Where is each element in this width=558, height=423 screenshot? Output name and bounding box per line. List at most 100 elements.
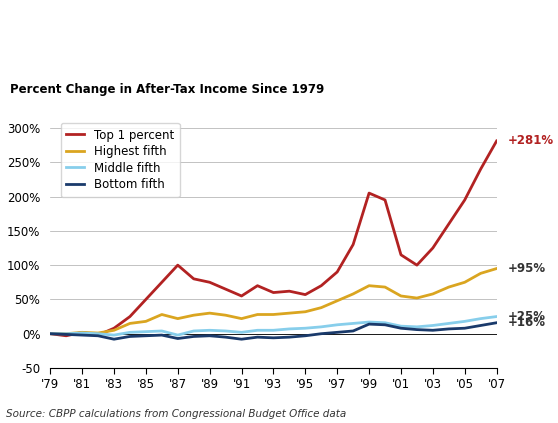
Top 1 percent	[350, 242, 357, 247]
Bottom fifth	[493, 320, 500, 325]
Highest fifth	[398, 294, 405, 299]
Highest fifth	[493, 266, 500, 271]
Bottom fifth	[206, 333, 213, 338]
Highest fifth	[175, 316, 181, 321]
Top 1 percent	[270, 290, 277, 295]
Bottom fifth	[110, 337, 117, 342]
Bottom fifth	[175, 336, 181, 341]
Highest fifth	[334, 298, 340, 303]
Middle fifth	[206, 328, 213, 333]
Bottom fifth	[445, 327, 452, 332]
Middle fifth	[382, 320, 388, 325]
Bottom fifth	[190, 334, 197, 339]
Top 1 percent	[413, 263, 420, 268]
Text: +281%: +281%	[508, 135, 554, 148]
Top 1 percent	[302, 292, 309, 297]
Bottom fifth	[477, 323, 484, 328]
Highest fifth	[365, 283, 372, 288]
Legend: Top 1 percent, Highest fifth, Middle fifth, Bottom fifth: Top 1 percent, Highest fifth, Middle fif…	[61, 123, 180, 197]
Middle fifth	[350, 321, 357, 326]
Middle fifth	[302, 326, 309, 331]
Text: +16%: +16%	[508, 316, 546, 329]
Top 1 percent	[47, 331, 54, 336]
Highest fifth	[222, 313, 229, 318]
Bottom fifth	[318, 331, 325, 336]
Middle fifth	[238, 330, 245, 335]
Bottom fifth	[365, 321, 372, 327]
Top 1 percent	[175, 263, 181, 268]
Top 1 percent	[222, 287, 229, 292]
Highest fifth	[158, 312, 165, 317]
Highest fifth	[95, 330, 102, 335]
Top 1 percent	[95, 332, 102, 338]
Highest fifth	[63, 331, 70, 336]
Middle fifth	[318, 324, 325, 330]
Middle fifth	[142, 329, 149, 334]
Bottom fifth	[270, 335, 277, 341]
Highest fifth	[445, 285, 452, 290]
Highest fifth	[318, 305, 325, 310]
Highest fifth	[270, 312, 277, 317]
Middle fifth	[63, 331, 70, 336]
Text: Income Gains at the Top Dwarf Those of
Low- and Middle-Income Households: Income Gains at the Top Dwarf Those of L…	[114, 46, 444, 81]
Middle fifth	[493, 314, 500, 319]
Bottom fifth	[382, 322, 388, 327]
Top 1 percent	[286, 288, 293, 294]
Bottom fifth	[302, 333, 309, 338]
Bottom fifth	[79, 332, 85, 338]
Bottom fifth	[47, 331, 54, 336]
Highest fifth	[47, 331, 54, 336]
Bottom fifth	[142, 333, 149, 338]
Highest fifth	[413, 296, 420, 301]
Middle fifth	[334, 322, 340, 327]
Middle fifth	[461, 319, 468, 324]
Middle fifth	[175, 332, 181, 338]
Bottom fifth	[238, 337, 245, 342]
Top 1 percent	[142, 297, 149, 302]
Top 1 percent	[398, 252, 405, 257]
Highest fifth	[286, 310, 293, 316]
Top 1 percent	[493, 138, 500, 143]
Middle fifth	[110, 332, 117, 338]
Bottom fifth	[158, 332, 165, 338]
Top 1 percent	[110, 326, 117, 331]
Highest fifth	[127, 321, 133, 326]
Middle fifth	[398, 324, 405, 329]
Top 1 percent	[382, 198, 388, 203]
Middle fifth	[270, 328, 277, 333]
Highest fifth	[79, 330, 85, 335]
Highest fifth	[430, 291, 436, 297]
Highest fifth	[254, 312, 261, 317]
Highest fifth	[382, 285, 388, 290]
Middle fifth	[95, 331, 102, 336]
Text: +95%: +95%	[508, 262, 546, 275]
Highest fifth	[190, 313, 197, 318]
Top 1 percent	[461, 198, 468, 203]
Text: FIGURE 1:: FIGURE 1:	[237, 19, 321, 33]
Bottom fifth	[63, 332, 70, 337]
Highest fifth	[206, 310, 213, 316]
Middle fifth	[79, 330, 85, 335]
Line: Highest fifth: Highest fifth	[50, 269, 497, 334]
Highest fifth	[461, 280, 468, 285]
Top 1 percent	[254, 283, 261, 288]
Highest fifth	[302, 309, 309, 314]
Text: Source: CBPP calculations from Congressional Budget Office data: Source: CBPP calculations from Congressi…	[6, 409, 346, 419]
Bottom fifth	[95, 333, 102, 338]
Bottom fifth	[334, 330, 340, 335]
Top 1 percent	[477, 167, 484, 172]
Middle fifth	[190, 328, 197, 333]
Middle fifth	[158, 328, 165, 333]
Bottom fifth	[286, 335, 293, 340]
Top 1 percent	[445, 221, 452, 226]
Highest fifth	[142, 319, 149, 324]
Bottom fifth	[430, 328, 436, 333]
Top 1 percent	[158, 280, 165, 285]
Highest fifth	[350, 291, 357, 297]
Middle fifth	[47, 331, 54, 336]
Line: Middle fifth: Middle fifth	[50, 316, 497, 335]
Highest fifth	[238, 316, 245, 321]
Bottom fifth	[254, 335, 261, 340]
Middle fifth	[222, 328, 229, 333]
Middle fifth	[286, 327, 293, 332]
